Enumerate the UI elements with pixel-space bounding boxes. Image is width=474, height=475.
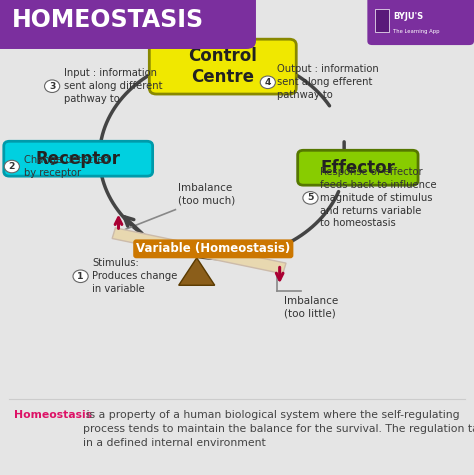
- Circle shape: [4, 160, 19, 173]
- Text: Variable (Homeostasis): Variable (Homeostasis): [136, 242, 291, 256]
- Circle shape: [260, 76, 275, 88]
- Circle shape: [303, 191, 318, 204]
- Text: Response of effector
feeds back to influence
magnitude of stimulus
and returns v: Response of effector feeds back to influ…: [320, 167, 437, 228]
- Text: Imbalance
(too little): Imbalance (too little): [284, 296, 338, 318]
- FancyBboxPatch shape: [149, 39, 296, 94]
- Text: Input : information
sent along different
pathway to: Input : information sent along different…: [64, 68, 163, 104]
- Text: 3: 3: [49, 82, 55, 91]
- FancyBboxPatch shape: [375, 9, 389, 32]
- FancyBboxPatch shape: [0, 0, 256, 49]
- Text: Control
Centre: Control Centre: [188, 47, 257, 86]
- Text: Change detected
by receptor: Change detected by receptor: [24, 155, 109, 178]
- Text: HOMEOSTASIS: HOMEOSTASIS: [12, 9, 204, 32]
- Circle shape: [73, 270, 88, 283]
- Polygon shape: [179, 258, 215, 285]
- Text: is a property of a human biological system where the self-regulating
process ten: is a property of a human biological syst…: [83, 410, 474, 448]
- FancyBboxPatch shape: [367, 0, 474, 45]
- Text: 4: 4: [264, 78, 271, 87]
- Text: Receptor: Receptor: [36, 150, 121, 168]
- Text: 1: 1: [77, 272, 84, 281]
- Text: The Learning App: The Learning App: [393, 29, 440, 34]
- Text: 2: 2: [9, 162, 15, 171]
- Text: Homeostasis: Homeostasis: [14, 410, 92, 420]
- FancyBboxPatch shape: [298, 150, 418, 185]
- Polygon shape: [112, 228, 286, 274]
- FancyBboxPatch shape: [4, 141, 153, 176]
- Text: Effector: Effector: [320, 159, 395, 177]
- Text: Imbalance
(too much): Imbalance (too much): [178, 183, 235, 206]
- Text: BYJU'S: BYJU'S: [393, 12, 424, 21]
- Circle shape: [45, 80, 60, 93]
- Text: 5: 5: [307, 193, 314, 202]
- Text: Output : information
sent along efferent
pathway to: Output : information sent along efferent…: [277, 65, 379, 100]
- Text: Stimulus:
Produces change
in variable: Stimulus: Produces change in variable: [92, 258, 178, 294]
